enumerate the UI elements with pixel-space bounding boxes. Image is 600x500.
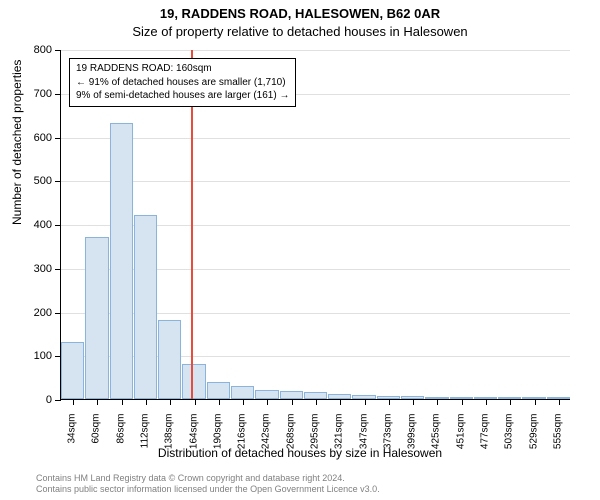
- histogram-bar: [110, 123, 133, 399]
- x-tick: [146, 399, 147, 405]
- x-tick: [413, 399, 414, 405]
- y-axis-label: 200: [12, 307, 52, 319]
- histogram-bar: [134, 215, 157, 399]
- footer-line1: Contains HM Land Registry data © Crown c…: [36, 473, 380, 485]
- reference-info-box: 19 RADDENS ROAD: 160sqm ← 91% of detache…: [69, 58, 296, 107]
- x-tick: [195, 399, 196, 405]
- y-tick: [55, 138, 61, 139]
- y-tick: [55, 313, 61, 314]
- histogram-bar: [61, 342, 84, 399]
- x-tick: [122, 399, 123, 405]
- x-tick: [73, 399, 74, 405]
- gridline: [61, 138, 570, 139]
- x-tick: [535, 399, 536, 405]
- x-tick: [437, 399, 438, 405]
- x-tick: [389, 399, 390, 405]
- y-tick: [55, 50, 61, 51]
- histogram-bar: [255, 390, 278, 399]
- histogram-bar: [280, 391, 303, 399]
- y-tick: [55, 225, 61, 226]
- chart-container: 19, RADDENS ROAD, HALESOWEN, B62 0AR Siz…: [0, 0, 600, 500]
- x-tick: [559, 399, 560, 405]
- y-axis-label: 300: [12, 263, 52, 275]
- histogram-bar: [207, 382, 230, 400]
- x-tick: [365, 399, 366, 405]
- x-tick: [267, 399, 268, 405]
- x-tick: [486, 399, 487, 405]
- y-axis-label: 100: [12, 350, 52, 362]
- x-tick: [462, 399, 463, 405]
- histogram-bar: [158, 320, 181, 399]
- chart-plot-area: 19 RADDENS ROAD: 160sqm ← 91% of detache…: [60, 50, 570, 400]
- x-tick: [316, 399, 317, 405]
- histogram-bar: [182, 364, 205, 399]
- histogram-bar: [231, 386, 254, 399]
- y-tick: [55, 269, 61, 270]
- info-box-line3: 9% of semi-detached houses are larger (1…: [76, 89, 289, 103]
- x-tick: [340, 399, 341, 405]
- y-axis-label: 400: [12, 219, 52, 231]
- y-axis-label: 500: [12, 175, 52, 187]
- x-tick: [292, 399, 293, 405]
- gridline: [61, 181, 570, 182]
- x-tick: [97, 399, 98, 405]
- x-tick: [170, 399, 171, 405]
- y-axis-label: 700: [12, 88, 52, 100]
- x-tick: [510, 399, 511, 405]
- footer-line2: Contains public sector information licen…: [36, 484, 380, 496]
- y-axis-label: 800: [12, 44, 52, 56]
- chart-title-line2: Size of property relative to detached ho…: [0, 24, 600, 39]
- info-box-line2: ← 91% of detached houses are smaller (1,…: [76, 76, 289, 90]
- y-axis-label: 0: [12, 394, 52, 406]
- info-box-line1: 19 RADDENS ROAD: 160sqm: [76, 62, 289, 76]
- gridline: [61, 50, 570, 51]
- y-axis-label: 600: [12, 132, 52, 144]
- y-tick: [55, 94, 61, 95]
- histogram-bar: [85, 237, 108, 399]
- chart-title-line1: 19, RADDENS ROAD, HALESOWEN, B62 0AR: [0, 6, 600, 21]
- footer-attribution: Contains HM Land Registry data © Crown c…: [36, 473, 380, 496]
- x-tick: [243, 399, 244, 405]
- y-tick: [55, 400, 61, 401]
- x-axis-title: Distribution of detached houses by size …: [0, 446, 600, 460]
- y-tick: [55, 181, 61, 182]
- x-tick: [219, 399, 220, 405]
